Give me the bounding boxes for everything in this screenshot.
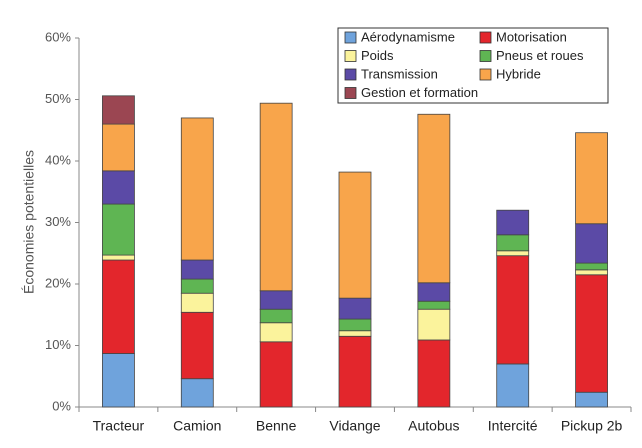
bar-segment bbox=[259, 322, 293, 343]
bar-segment bbox=[338, 330, 372, 337]
y-tick-label: 50% bbox=[45, 91, 71, 106]
bar-segment bbox=[180, 292, 214, 313]
y-tick-label: 20% bbox=[45, 275, 71, 290]
bar-segment bbox=[338, 318, 372, 332]
bar-segment bbox=[102, 254, 135, 261]
bar-segment bbox=[496, 234, 530, 252]
bar-segment bbox=[180, 311, 214, 380]
bar-segment bbox=[259, 290, 293, 310]
bar-segment bbox=[259, 102, 293, 292]
bar-segment bbox=[259, 308, 293, 324]
y-tick-label: 0% bbox=[52, 398, 71, 413]
legend-label: Poids bbox=[361, 48, 394, 63]
bar-segment bbox=[180, 117, 214, 261]
bar-segment bbox=[102, 170, 135, 205]
bar-segment bbox=[102, 353, 135, 408]
bar-segment bbox=[496, 255, 530, 365]
legend-swatch bbox=[479, 68, 492, 81]
legend-swatch bbox=[479, 31, 492, 44]
legend-box bbox=[337, 27, 609, 104]
legend-swatch bbox=[344, 68, 357, 81]
bar-segment bbox=[102, 203, 135, 256]
bar-segment bbox=[575, 132, 608, 225]
y-tick-label: 30% bbox=[45, 214, 71, 229]
bar-segment bbox=[180, 378, 214, 408]
legend-swatch bbox=[344, 31, 357, 44]
bar-segment bbox=[417, 339, 451, 408]
bar-segment bbox=[259, 341, 293, 408]
bar-segment bbox=[338, 297, 372, 320]
bar-segment bbox=[338, 335, 372, 408]
bar-segment bbox=[417, 113, 451, 284]
y-tick-label: 40% bbox=[45, 152, 71, 167]
bar-segment bbox=[575, 262, 608, 271]
x-tick-label: Autobus bbox=[408, 418, 459, 434]
bar-segment bbox=[575, 223, 608, 264]
x-tick-label: Intercité bbox=[488, 418, 538, 434]
x-tick-label: Benne bbox=[256, 418, 297, 434]
x-tick-label: Tracteur bbox=[93, 418, 145, 434]
legend-label: Gestion et formation bbox=[361, 85, 478, 100]
legend-label: Aérodynamisme bbox=[361, 29, 455, 44]
legend-label: Motorisation bbox=[496, 29, 567, 44]
bar-segment bbox=[102, 123, 135, 172]
bar-segment bbox=[338, 171, 372, 299]
bar-segment bbox=[496, 250, 530, 257]
bar-segment bbox=[180, 278, 214, 294]
bar-segment bbox=[575, 391, 608, 408]
bar-segment bbox=[496, 363, 530, 408]
legend-label: Transmission bbox=[361, 66, 438, 81]
bar-segment bbox=[102, 95, 135, 125]
legend-swatch bbox=[344, 87, 357, 99]
bar-segment bbox=[180, 259, 214, 280]
bar-segment bbox=[417, 300, 451, 310]
bar-segment bbox=[417, 282, 451, 302]
legend-swatch bbox=[344, 50, 357, 62]
bar-segment bbox=[496, 209, 530, 236]
y-tick-label: 60% bbox=[45, 29, 71, 44]
bar-segment bbox=[417, 308, 451, 341]
x-tick-label: Pickup 2b bbox=[561, 418, 623, 434]
y-axis-label: Économies potentielles bbox=[21, 150, 37, 294]
bar-segment bbox=[575, 274, 608, 393]
x-tick-label: Camion bbox=[173, 418, 221, 434]
legend-swatch bbox=[479, 50, 492, 62]
y-tick-label: 10% bbox=[45, 337, 71, 352]
x-tick-label: Vidange bbox=[329, 418, 380, 434]
legend-label: Pneus et roues bbox=[496, 48, 584, 63]
legend-label: Hybride bbox=[496, 66, 541, 81]
bar-segment bbox=[102, 259, 135, 354]
bar-segment bbox=[575, 269, 608, 276]
